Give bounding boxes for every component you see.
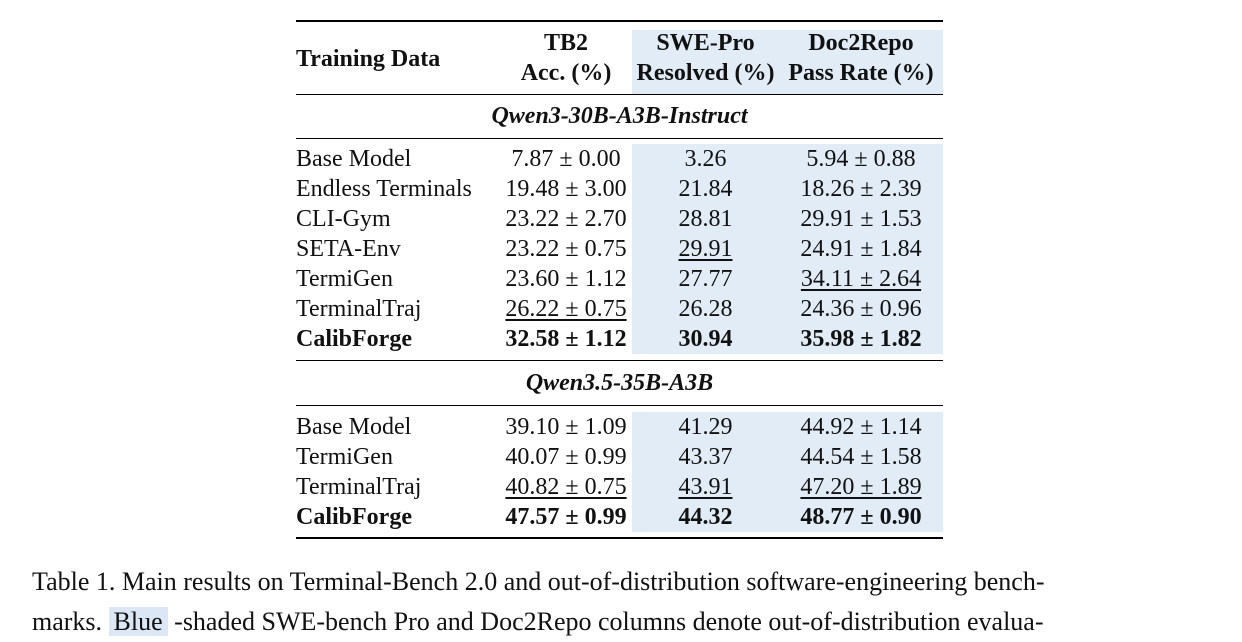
row-name: Base Model — [296, 414, 412, 440]
header-tb2-line2: Acc. (%) — [520, 60, 612, 86]
row-name: SETA-Env — [296, 236, 401, 262]
tb2-value: 23.22 ± 0.75 — [505, 236, 627, 262]
swe-value: 43.91 — [678, 474, 733, 500]
tb2-value: 7.87 ± 0.00 — [511, 146, 621, 172]
tb2-value: 47.57 ± 0.99 — [505, 504, 627, 530]
doc-value: 29.91 ± 1.53 — [800, 206, 922, 232]
doc-value-cell: 47.20 ± 1.89 — [779, 472, 943, 502]
row-name: Base Model — [296, 146, 412, 172]
tb2-value: 40.82 ± 0.75 — [505, 474, 627, 500]
tb2-value: 39.10 ± 1.09 — [505, 414, 627, 440]
row-name: Endless Terminals — [296, 176, 472, 202]
row-name: TerminalTraj — [296, 474, 422, 500]
top-rule — [296, 20, 943, 22]
doc-value: 48.77 ± 0.90 — [800, 504, 922, 530]
swe-value: 44.32 — [678, 504, 733, 530]
swe-value: 43.37 — [678, 444, 733, 470]
group2-ood-shade — [632, 412, 943, 532]
mid-rule — [296, 360, 943, 361]
tb2-value: 40.07 ± 0.99 — [505, 444, 627, 470]
tb2-value-cell: 26.22 ± 0.75 — [500, 294, 632, 324]
doc-value: 44.54 ± 1.58 — [800, 444, 922, 470]
doc-value: 24.91 ± 1.84 — [800, 236, 922, 262]
table-caption: Table 1. Main results on Terminal-Bench … — [32, 562, 1222, 642]
swe-value: 26.28 — [678, 296, 733, 322]
tb2-value-cell: 40.82 ± 0.75 — [500, 472, 632, 502]
doc-value: 18.26 ± 2.39 — [800, 176, 922, 202]
group1-ood-shade — [632, 144, 943, 354]
swe-value: 27.77 — [678, 266, 733, 292]
swe-value: 29.91 — [678, 236, 733, 262]
caption-line-2: marks. Blue -shaded SWE-bench Pro and Do… — [32, 602, 1222, 642]
doc-value-cell: 34.11 ± 2.64 — [779, 264, 943, 294]
swe-value: 21.84 — [678, 176, 733, 202]
group2-rule — [296, 405, 943, 406]
tb2-value: 23.22 ± 2.70 — [505, 206, 627, 232]
row-name: CalibForge — [296, 504, 412, 530]
row-name: CalibForge — [296, 326, 412, 352]
row-name: TermiGen — [296, 266, 393, 292]
doc-value: 5.94 ± 0.88 — [806, 146, 916, 172]
header-doc-line2: Pass Rate (%) — [788, 60, 934, 86]
swe-value: 30.94 — [678, 326, 733, 352]
blue-highlight: Blue — [108, 607, 168, 636]
doc-value: 24.36 ± 0.96 — [800, 296, 922, 322]
group-title: Qwen3-30B-A3B-Instruct — [491, 103, 748, 129]
doc-value: 35.98 ± 1.82 — [800, 326, 922, 352]
group-title: Qwen3.5-35B-A3B — [525, 370, 714, 396]
caption-line-2-end: -shaded SWE-bench Pro and Doc2Repo colum… — [167, 607, 1044, 636]
header-tb2-line1: TB2 — [543, 30, 588, 56]
swe-value: 41.29 — [678, 414, 733, 440]
header-swe-line1: SWE-Pro — [656, 30, 755, 56]
caption-line-1: Table 1. Main results on Terminal-Bench … — [32, 567, 1045, 596]
tb2-value: 26.22 ± 0.75 — [505, 296, 627, 322]
tb2-value: 23.60 ± 1.12 — [505, 266, 627, 292]
row-name: TerminalTraj — [296, 296, 422, 322]
row-name: CLI-Gym — [296, 206, 391, 232]
header-ood-shade — [632, 30, 943, 94]
header-doc-line1: Doc2Repo — [808, 30, 914, 56]
doc-value: 44.92 ± 1.14 — [800, 414, 922, 440]
swe-value: 3.26 — [684, 146, 727, 172]
caption-line-2-start: marks. — [32, 607, 109, 636]
header-rule — [296, 94, 943, 95]
row-name: TermiGen — [296, 444, 393, 470]
tb2-value: 19.48 ± 3.00 — [505, 176, 627, 202]
tb2-value: 32.58 ± 1.12 — [505, 326, 627, 352]
swe-value-cell: 29.91 — [632, 234, 779, 264]
header-training-data: Training Data — [296, 46, 441, 72]
group1-rule — [296, 138, 943, 139]
header-swe-line2: Resolved (%) — [636, 60, 775, 86]
doc-value: 47.20 ± 1.89 — [800, 474, 922, 500]
swe-value: 28.81 — [678, 206, 733, 232]
doc-value: 34.11 ± 2.64 — [800, 266, 922, 292]
swe-value-cell: 43.91 — [632, 472, 779, 502]
bottom-rule — [296, 537, 943, 539]
